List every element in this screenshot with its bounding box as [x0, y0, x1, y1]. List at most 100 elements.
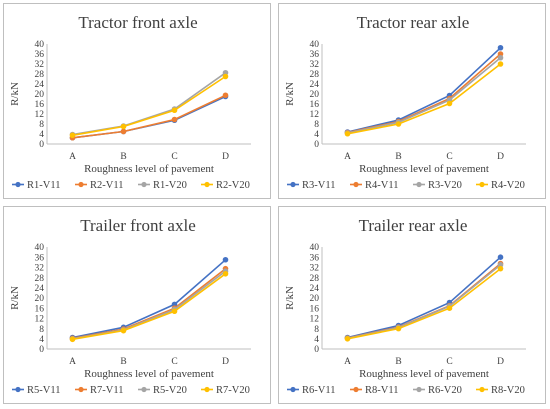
- x-tick-label: C: [171, 357, 177, 367]
- data-point-r2-v20: [222, 73, 229, 80]
- chart-panel-trailer-rear-axle: Trailer rear axle 0 4 8 12 16 20 24 28 32 36 40 A B C D…: [278, 206, 546, 404]
- series-line-r2-v20: [72, 75, 226, 137]
- data-point-r8-v20: [395, 325, 402, 332]
- chart-panel-tractor-rear-axle: Tractor rear axle 0 4 8 12 16 20 24 28 32 36 40 A B C D…: [278, 3, 546, 199]
- y-tick-label: 24: [310, 284, 320, 294]
- x-axis-label: Roughness level of pavement: [359, 163, 489, 175]
- series-line-r5-v20: [72, 270, 226, 340]
- legend-label: R3-V11: [302, 180, 335, 191]
- y-tick-label: 28: [35, 70, 45, 80]
- data-point-r2-v11: [120, 128, 127, 135]
- legend-marker: [15, 386, 21, 393]
- data-point-r7-v20: [120, 327, 127, 334]
- legend-marker: [290, 181, 296, 188]
- data-point-r5-v11: [171, 301, 178, 308]
- legend-label: R8-V20: [491, 385, 525, 396]
- x-tick-label: A: [344, 357, 351, 367]
- data-point-r7-v20: [222, 270, 229, 277]
- y-tick-label: 8: [314, 120, 319, 130]
- data-point-r8-v20: [446, 305, 453, 311]
- series-line-r6-v11: [347, 256, 502, 339]
- series-line-r3-v11: [347, 47, 502, 133]
- chart-title: Trailer front axle: [80, 216, 196, 235]
- y-tick-label: 24: [310, 80, 320, 90]
- y-tick-label: 16: [35, 304, 45, 314]
- legend-label: R3-V20: [428, 180, 462, 191]
- chart-title: Tractor rear axle: [357, 13, 470, 32]
- y-tick-label: 16: [310, 304, 320, 314]
- y-tick-label: 28: [35, 274, 45, 284]
- y-tick-label: 0: [39, 345, 44, 355]
- data-point-r2-v20: [120, 123, 127, 130]
- data-point-r2-v11: [222, 92, 229, 99]
- legend-label: R6-V20: [428, 385, 462, 396]
- legend-marker: [204, 181, 210, 188]
- y-axis-label: R/kN: [9, 286, 21, 310]
- series-line-r4-v20: [347, 63, 501, 135]
- x-tick-label: A: [344, 152, 351, 162]
- legend-label: R5-V11: [27, 385, 60, 396]
- y-tick-label: 32: [35, 264, 45, 274]
- y-tick-label: 8: [314, 325, 319, 335]
- y-tick-label: 40: [35, 40, 45, 50]
- x-tick-label: A: [69, 357, 76, 367]
- series-line-r5-v11: [72, 259, 227, 339]
- y-tick-label: 0: [314, 140, 319, 150]
- legend-marker: [416, 181, 422, 188]
- y-tick-label: 4: [314, 335, 319, 345]
- y-tick-label: 40: [35, 243, 45, 253]
- data-point-r7-v20: [69, 336, 76, 343]
- series-line-r2-v11: [72, 94, 226, 139]
- legend-marker: [15, 181, 21, 188]
- legend-marker: [479, 386, 485, 393]
- x-tick-label: B: [120, 152, 126, 162]
- y-tick-label: 28: [310, 70, 320, 80]
- y-tick-label: 24: [35, 284, 45, 294]
- y-tick-label: 8: [39, 325, 44, 335]
- y-tick-label: 20: [35, 90, 45, 100]
- legend-label: R4-V20: [491, 180, 525, 191]
- x-tick-label: D: [497, 357, 504, 367]
- y-tick-label: 24: [35, 80, 45, 90]
- data-point-r6-v20: [497, 262, 504, 268]
- x-tick-label: D: [222, 357, 229, 367]
- y-tick-label: 0: [39, 140, 44, 150]
- y-tick-label: 12: [310, 110, 320, 120]
- legend-marker: [78, 181, 84, 188]
- y-axis-label: R/kN: [9, 82, 21, 106]
- legend-marker: [141, 181, 147, 188]
- y-tick-label: 16: [35, 100, 45, 110]
- chart-title: Tractor front axle: [78, 13, 197, 32]
- y-tick-label: 36: [310, 253, 320, 263]
- legend-marker: [353, 386, 359, 393]
- y-tick-label: 40: [310, 243, 320, 253]
- data-point-r3-v11: [497, 44, 504, 51]
- legend-marker: [290, 386, 296, 393]
- data-point-r8-v20: [497, 265, 504, 272]
- y-tick-label: 20: [35, 294, 45, 304]
- legend-label: R1-V20: [153, 180, 187, 191]
- data-point-r2-v11: [171, 116, 178, 123]
- y-tick-label: 12: [310, 315, 320, 325]
- data-point-r4-v20: [497, 61, 504, 67]
- x-tick-label: D: [222, 152, 229, 162]
- y-tick-label: 20: [310, 294, 320, 304]
- x-tick-label: A: [69, 152, 76, 162]
- y-tick-label: 16: [310, 100, 320, 110]
- x-tick-label: C: [171, 152, 177, 162]
- legend-label: R7-V20: [216, 385, 250, 396]
- y-tick-label: 20: [310, 90, 320, 100]
- y-tick-label: 4: [39, 335, 44, 345]
- legend-label: R7-V11: [90, 385, 123, 396]
- y-tick-label: 0: [314, 345, 319, 355]
- data-point-r2-v20: [171, 107, 178, 114]
- legend-marker: [141, 386, 147, 393]
- y-tick-label: 28: [310, 274, 320, 284]
- x-tick-label: C: [446, 357, 452, 367]
- x-axis-label: Roughness level of pavement: [84, 368, 214, 380]
- legend-label: R2-V11: [90, 180, 123, 191]
- series-line-r8-v11: [347, 262, 502, 339]
- y-tick-label: 32: [310, 60, 320, 70]
